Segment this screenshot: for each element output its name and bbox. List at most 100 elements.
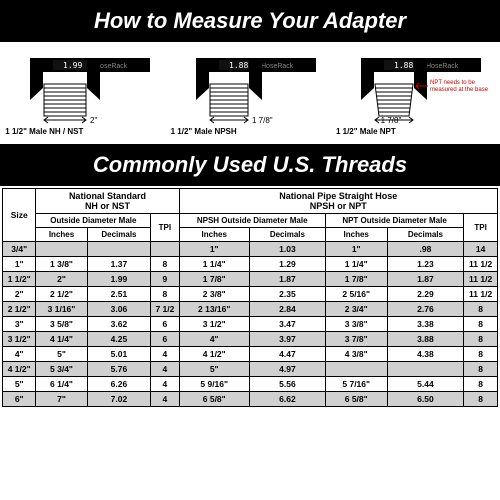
table-cell: 2.84 (249, 302, 325, 317)
table-cell: 1 7/8" (179, 272, 249, 287)
table-cell: 3.38 (387, 317, 464, 332)
table-row: 1"1 3/8"1.3781 1/4"1.291 1/4"1.2311 1/2 (3, 257, 498, 272)
caliper-3-label: 1 1/2" Male NPT (336, 127, 396, 136)
table-cell: 6 (151, 332, 179, 347)
table-row: 1 1/2"2"1.9991 7/8"1.871 7/8"1.8711 1/2 (3, 272, 498, 287)
table-cell: 4" (3, 347, 36, 362)
svg-text:2": 2" (90, 116, 97, 125)
table-cell (36, 242, 87, 257)
caliper-2-label: 1 1/2" Male NPSH (171, 127, 237, 136)
table-cell: 1.87 (249, 272, 325, 287)
svg-text:1.88: 1.88 (229, 61, 248, 70)
table-row: 3 1/2"4 1/4"4.2564"3.973 7/8"3.888 (3, 332, 498, 347)
table-row: 4 1/2"5 3/4"5.7645"4.97 8 (3, 362, 498, 377)
col-npt-dec: Decimals (387, 228, 464, 242)
table-cell: 4 1/4" (36, 332, 87, 347)
table-cell: 2.51 (87, 287, 151, 302)
table-cell: 2 1/2" (36, 287, 87, 302)
table-cell: 5.01 (87, 347, 151, 362)
svg-text:HoseRack: HoseRack (426, 63, 459, 70)
table-row: 2 1/2"3 1/16"3.067 1/22 13/16"2.842 3/4"… (3, 302, 498, 317)
table-cell: 3.88 (387, 332, 464, 347)
group-nh-label: National StandardNH or NST (69, 191, 146, 211)
table-cell: 6 5/8" (325, 392, 387, 407)
table-row: 2"2 1/2"2.5182 3/8"2.352 5/16"2.2911 1/2 (3, 287, 498, 302)
table-cell: 2.76 (387, 302, 464, 317)
svg-text:1 7/8": 1 7/8" (381, 116, 402, 125)
table-cell: 8 (151, 287, 179, 302)
caliper-row: 1.99 HoseRack 2" 1 1/2" (0, 42, 500, 142)
svg-text:1 7/8": 1 7/8" (252, 116, 273, 125)
table-cell: 11 1/2 (464, 272, 498, 287)
table-cell: 1.99 (87, 272, 151, 287)
table-cell: 2 3/8" (179, 287, 249, 302)
table-cell: 1" (325, 242, 387, 257)
table-row: 3"3 5/8"3.6263 1/2"3.473 3/8"3.388 (3, 317, 498, 332)
table-cell: 4 (151, 377, 179, 392)
col-nh-dec: Decimals (87, 228, 151, 242)
table-cell: 1.03 (249, 242, 325, 257)
table-cell: 8 (464, 317, 498, 332)
group-npsh-npt-label: National Pipe Straight HoseNPSH or NPT (279, 191, 397, 211)
table-row: 4"5"5.0144 1/2"4.474 3/8"4.388 (3, 347, 498, 362)
table-cell: 1 7/8" (325, 272, 387, 287)
table-cell: 2 3/4" (325, 302, 387, 317)
col-npsh-dec: Decimals (249, 228, 325, 242)
table-cell: 6" (3, 392, 36, 407)
table-cell: 6 5/8" (179, 392, 249, 407)
table-cell: 5" (3, 377, 36, 392)
table-cell: 4.97 (249, 362, 325, 377)
col-size: Size (3, 189, 36, 242)
table-cell: 3 7/8" (325, 332, 387, 347)
table-cell: 5 9/16" (179, 377, 249, 392)
table-cell: 8 (464, 347, 498, 362)
table-cell: 1.23 (387, 257, 464, 272)
table-cell: 8 (464, 302, 498, 317)
table-cell: 1.87 (387, 272, 464, 287)
table-cell: 5 3/4" (36, 362, 87, 377)
col-nh-in: Inches (36, 228, 87, 242)
table-cell: 4.38 (387, 347, 464, 362)
table-cell: 4 (151, 347, 179, 362)
table-cell: 1 1/4" (325, 257, 387, 272)
table-cell: 4 3/8" (325, 347, 387, 362)
table-cell: .98 (387, 242, 464, 257)
table-cell: 3" (3, 317, 36, 332)
table-cell: 1 3/8" (36, 257, 87, 272)
table-cell: 5 7/16" (325, 377, 387, 392)
table-cell (151, 242, 179, 257)
table-cell: 4.25 (87, 332, 151, 347)
table-cell: 8 (464, 392, 498, 407)
thread-table-body: 3/4"1"1.031".98141"1 3/8"1.3781 1/4"1.29… (3, 242, 498, 407)
table-cell: 3/4" (3, 242, 36, 257)
caliper-3: 1.88 HoseRack 1 7/8" (336, 50, 495, 136)
table-cell: 4 1/2" (3, 362, 36, 377)
table-cell: 11 1/2 (464, 257, 498, 272)
title-1: How to Measure Your Adapter (0, 8, 500, 34)
svg-text:NPT needs to be: NPT needs to be (430, 80, 476, 86)
thread-table-head: Size National StandardNH or NST National… (3, 189, 498, 242)
table-cell: 4 1/2" (179, 347, 249, 362)
table-cell: 3.47 (249, 317, 325, 332)
table-row: 5"6 1/4"6.2645 9/16"5.565 7/16"5.448 (3, 377, 498, 392)
caliper-1-label: 1 1/2" Male NH / NST (5, 127, 83, 136)
table-cell: 5" (179, 362, 249, 377)
group-nh: National StandardNH or NST (36, 189, 179, 214)
table-cell: 1 1/4" (179, 257, 249, 272)
col-npsh-in: Inches (179, 228, 249, 242)
table-cell: 4 (151, 362, 179, 377)
svg-text:1.99: 1.99 (63, 61, 82, 70)
table-cell: 5.76 (87, 362, 151, 377)
table-cell: 2 5/16" (325, 287, 387, 302)
table-cell: 1" (179, 242, 249, 257)
svg-text:HoseRack: HoseRack (261, 63, 294, 70)
table-cell: 14 (464, 242, 498, 257)
table-cell: 3.62 (87, 317, 151, 332)
table-cell: 3 3/8" (325, 317, 387, 332)
table-cell: 8 (464, 362, 498, 377)
title-bar-1: How to Measure Your Adapter (0, 0, 500, 42)
thread-table-wrap: Size National StandardNH or NST National… (0, 186, 500, 409)
caliper-1: 1.99 HoseRack 2" 1 1/2" (5, 50, 164, 136)
table-row: 3/4"1"1.031".9814 (3, 242, 498, 257)
table-cell: 5.56 (249, 377, 325, 392)
